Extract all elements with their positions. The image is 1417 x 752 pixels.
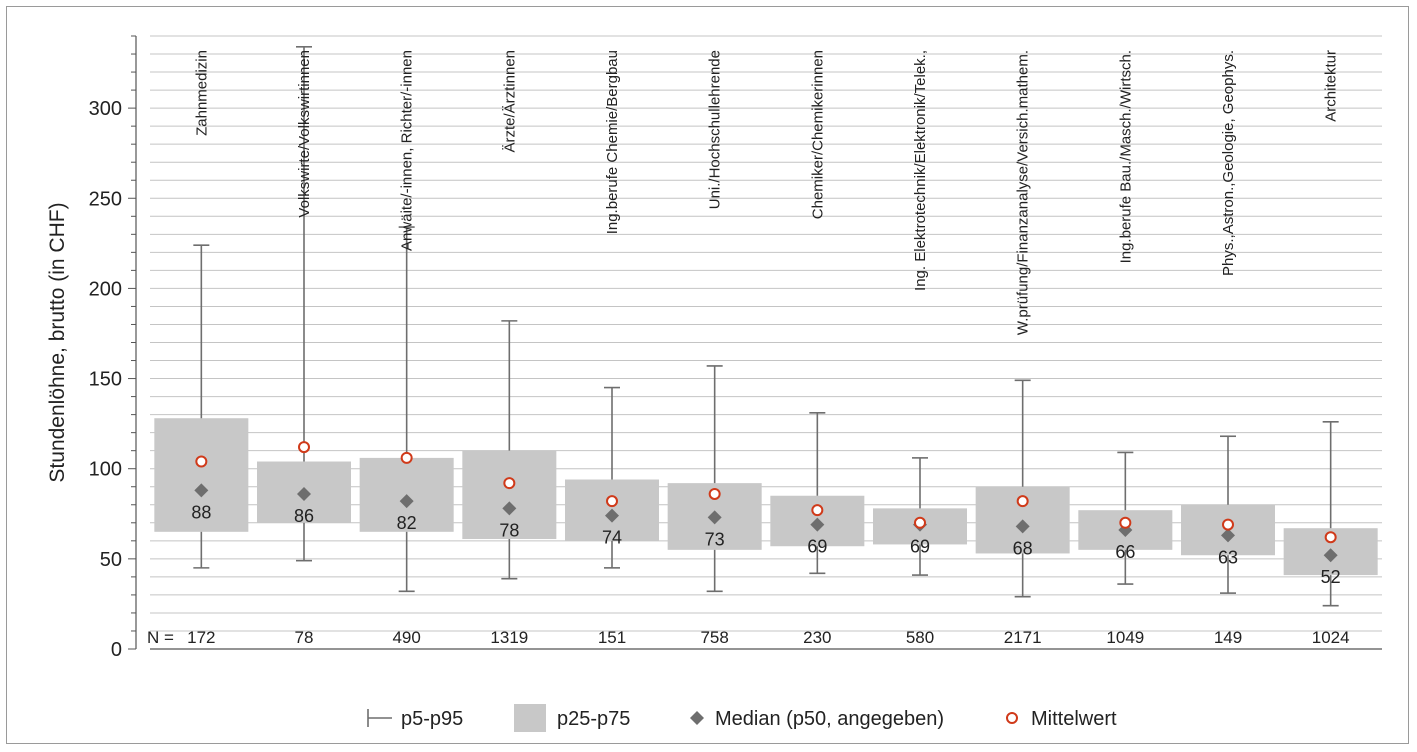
median-marker [1323,548,1338,563]
n-value: 1319 [490,628,528,647]
legend-label-mean: Mittelwert [1031,708,1117,730]
legend-label-whisker: p5-p95 [401,708,463,730]
n-value: 1049 [1106,628,1144,647]
n-value: 230 [803,628,831,647]
category-label: Phys.,Astron.,Geologie, Geophys. [1220,50,1237,276]
legend-label-box: p25-p75 [557,708,630,730]
category-label: Architektur [1323,50,1340,122]
median-label: 69 [807,537,827,557]
n-value: 490 [392,628,420,647]
y-axis-title: Stundenlöhne, brutto (in CHF) [46,202,69,482]
y-tick-label: 250 [89,188,122,210]
n-value: 758 [700,628,728,647]
category-label: Ärzte/Ärztinnen [501,50,518,153]
n-prefix: N = [147,628,174,647]
median-marker [810,517,825,532]
n-value: 149 [1214,628,1242,647]
category-label: Ing. Elektrotechnik/Elektronik/Telek., [912,50,929,291]
median-label: 66 [1115,542,1135,562]
category-label: Ing.berufe Bau./Masch./Wirtsch. [1117,50,1134,263]
mean-marker [708,487,721,500]
legend-mean-symbol [1006,712,1018,724]
median-label: 69 [910,537,930,557]
median-label: 86 [294,506,314,526]
mean-marker [1119,516,1132,529]
median-marker [194,483,209,498]
median-marker [297,486,311,501]
mean-marker [1016,495,1029,508]
category-label: W.prüfung/Finanzanalyse/Versich.mathem. [1015,50,1032,335]
y-tick-label: 150 [89,369,122,391]
mean-marker [606,495,618,508]
category-label: Chemiker/Chemikerinnen [809,50,826,219]
median-marker [605,508,619,523]
median-label: 73 [705,529,725,549]
category-label: Uni./Hochschullehrende [707,50,724,209]
mean-marker [298,441,310,454]
median-marker [707,510,722,525]
category-label: Volkswirte/Volkswirtinnen [296,50,313,218]
n-value: 1024 [1312,628,1350,647]
y-tick-label: 300 [89,98,122,120]
mean-marker [503,477,516,490]
median-marker [502,501,517,516]
y-tick-label: 100 [89,459,122,481]
mean-marker [400,451,413,464]
n-value: 172 [187,628,215,647]
median-label: 78 [499,520,519,540]
n-value: 2171 [1004,628,1042,647]
median-label: 52 [1321,567,1341,587]
median-label: 63 [1218,547,1238,567]
mean-marker [1324,531,1337,544]
median-label: 68 [1013,538,1033,558]
median-marker [399,494,414,509]
y-tick-label: 200 [89,278,122,300]
legend-median-symbol [690,711,704,725]
category-label: Anwäite/-innen, Richter/-innen [399,50,416,251]
median-marker [1221,528,1235,543]
n-value: 78 [295,628,314,647]
mean-marker [811,504,824,517]
y-tick-label: 50 [100,549,122,571]
median-label: 88 [191,502,211,522]
iqr-box [154,418,249,532]
mean-marker [914,516,926,529]
n-value: 151 [598,628,626,647]
iqr-box [462,450,557,540]
y-tick-label: 0 [111,639,122,661]
category-label: Zahnmedizin [193,50,210,136]
category-label: Ing.berufe Chemie/Bergbau [604,50,621,234]
legend-label-median: Median (p50, angegeben) [715,708,944,730]
legend-box-symbol [514,704,546,732]
mean-marker [1222,518,1234,531]
median-marker [1015,519,1030,534]
chart-frame [6,6,1409,744]
n-value: 580 [906,628,934,647]
median-label: 74 [602,528,622,548]
median-label: 82 [397,513,417,533]
mean-marker [195,455,208,468]
